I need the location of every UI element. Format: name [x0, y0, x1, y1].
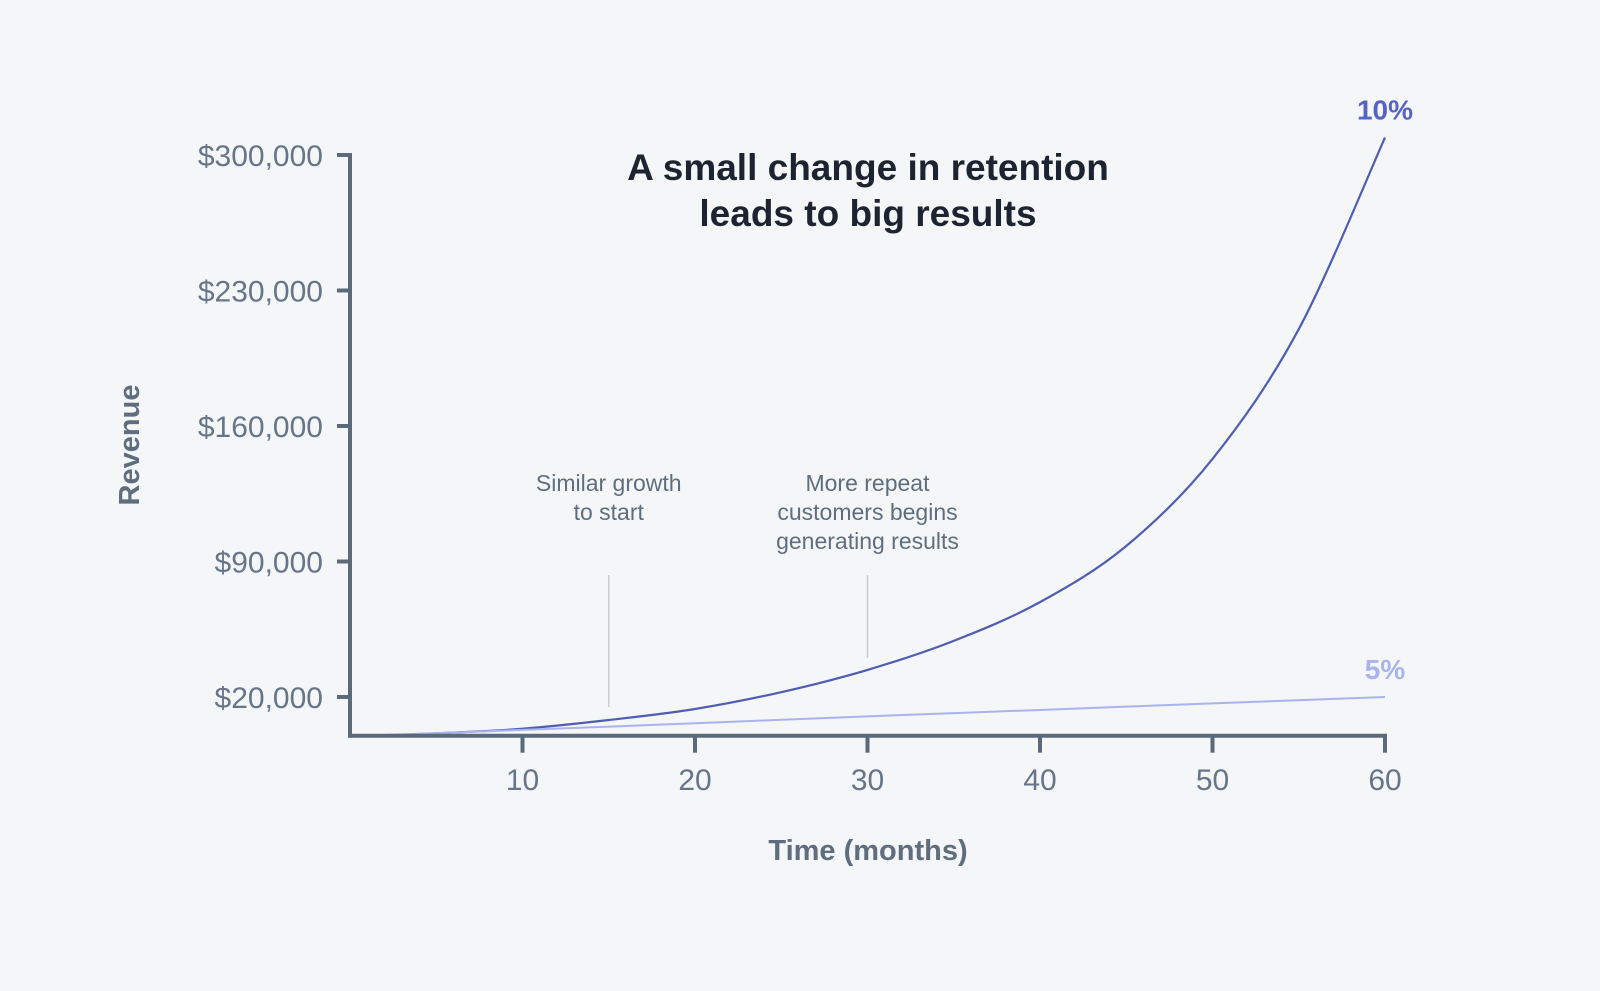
x-tick-label: 40	[1023, 764, 1056, 797]
y-tick-label: $230,000	[198, 275, 323, 308]
series-label-5pct: 5%	[1365, 654, 1406, 685]
x-tick-label: 30	[851, 764, 884, 797]
annotation-text: generating results	[776, 528, 959, 554]
annotations: Similar growth to start More repeat custome…	[536, 470, 959, 707]
chart-title-line-1: A small change in retention	[627, 147, 1109, 188]
y-tick-label: $300,000	[198, 140, 323, 173]
axes: $20,000 $90,000 $160,000 $230,000 $300,000 10…	[198, 140, 1402, 797]
x-tick-label: 10	[506, 764, 539, 797]
annotation-text: to start	[574, 499, 645, 525]
annotation-text: customers begins	[777, 499, 957, 525]
y-tick-label: $20,000	[215, 682, 323, 715]
x-axis-title: Time (months)	[768, 835, 967, 867]
x-tick-label: 20	[678, 764, 711, 797]
series-label-10pct: 10%	[1357, 95, 1413, 126]
series-lines: 10% 5%	[367, 95, 1413, 737]
y-axis-title: Revenue	[114, 385, 146, 506]
y-tick-label: $160,000	[198, 411, 323, 444]
annotation-text: Similar growth	[536, 470, 682, 496]
annotation-text: More repeat	[805, 470, 930, 496]
chart-title-line-2: leads to big results	[699, 193, 1036, 234]
y-tick-label: $90,000	[215, 546, 323, 579]
x-tick-label: 60	[1368, 764, 1401, 797]
series-line-10pct	[384, 137, 1387, 737]
series-line-5pct	[367, 695, 1386, 737]
x-tick-label: 50	[1196, 764, 1229, 797]
